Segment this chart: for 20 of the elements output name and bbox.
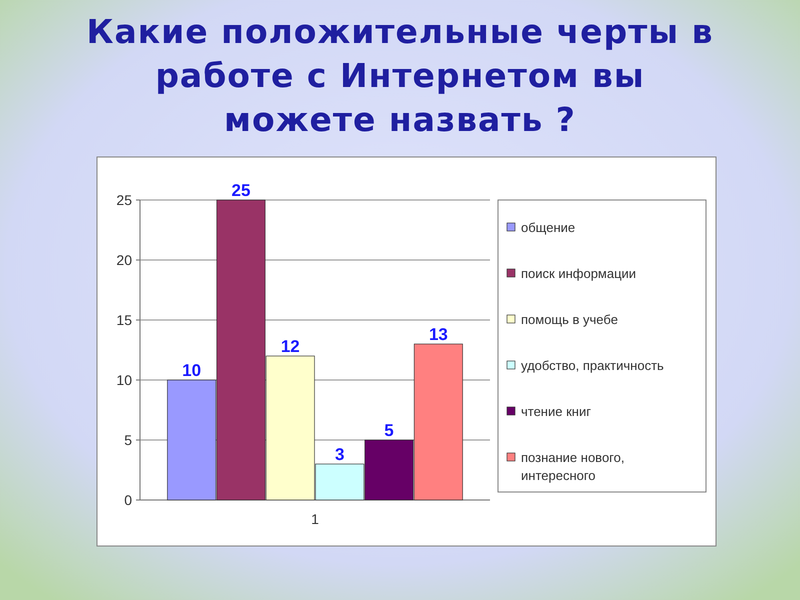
data-label: 10 bbox=[182, 361, 202, 380]
y-tick-label: 5 bbox=[124, 432, 132, 448]
data-label: 5 bbox=[384, 421, 394, 440]
data-label: 13 bbox=[428, 325, 448, 344]
legend-label: помощь в учебе bbox=[521, 312, 618, 327]
y-tick-label: 25 bbox=[116, 192, 132, 208]
legend-label: чтение книг bbox=[521, 404, 592, 419]
data-label: 12 bbox=[280, 337, 300, 356]
chart-title: Какие положительные черты в работе с Интернетом вы можете назвать ? bbox=[86, 12, 714, 139]
y-tick-label: 15 bbox=[116, 312, 132, 328]
y-tick-label: 10 bbox=[116, 372, 132, 388]
data-label: 25 bbox=[231, 181, 250, 200]
x-tick-label: 1 bbox=[311, 511, 320, 527]
y-tick-label: 20 bbox=[116, 252, 132, 268]
legend-label: познание нового, интересного bbox=[521, 450, 624, 483]
legend-label: удобство, практичность bbox=[521, 358, 664, 373]
y-tick-label: 0 bbox=[124, 492, 132, 508]
legend-label: поиск информации bbox=[521, 266, 636, 281]
legend-label: общение bbox=[521, 220, 576, 235]
data-label: 3 bbox=[334, 445, 344, 464]
